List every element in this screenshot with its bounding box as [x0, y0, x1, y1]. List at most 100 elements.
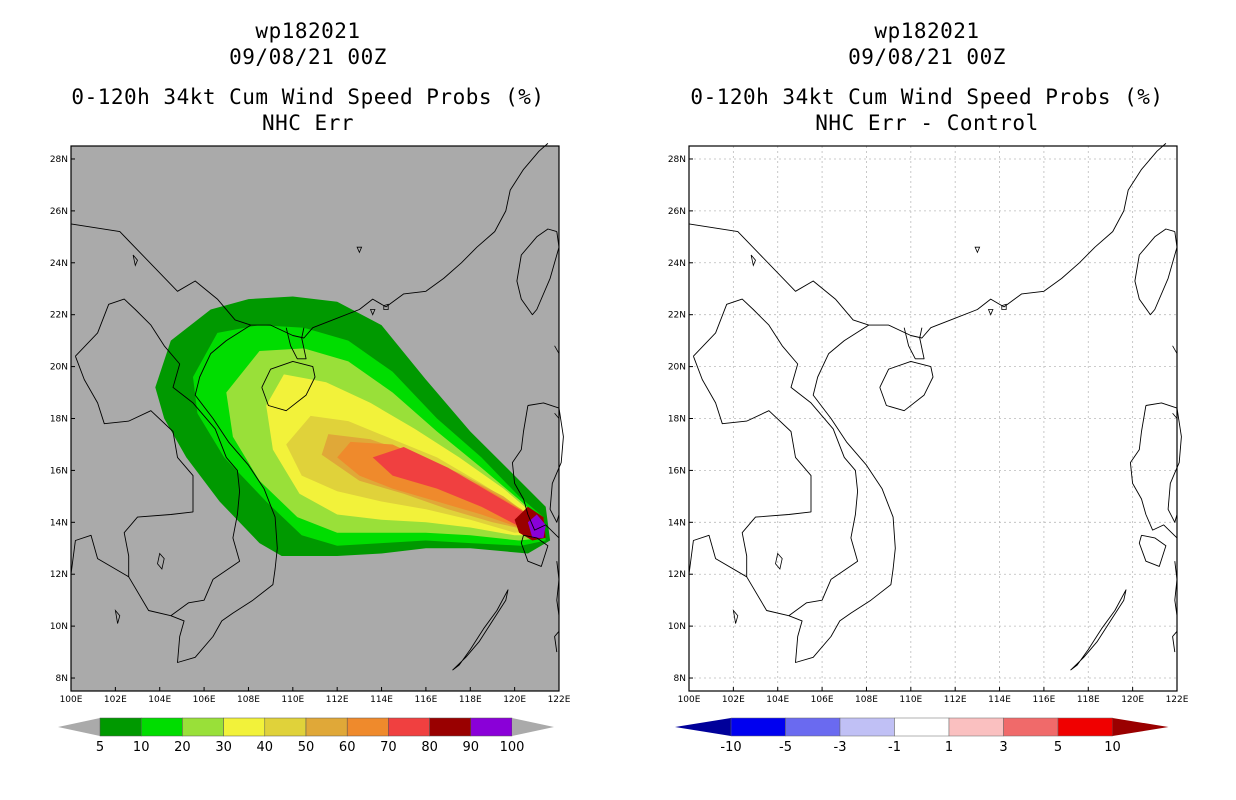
- right-x-tick-label: 114E: [988, 695, 1011, 705]
- right-leizhou-line: [903, 327, 925, 360]
- right-colorbar-label: 3: [999, 740, 1007, 755]
- left-colorbar-swatch: [388, 717, 430, 737]
- right-colorbar-swatch: [1003, 717, 1059, 737]
- left-probability-contours: [155, 296, 551, 556]
- left-colorbar-swatch: [470, 717, 513, 737]
- left-x-tick-label: 114E: [370, 695, 393, 705]
- right-colorbar: -10 -5 -3 -1 1 3 5 10: [675, 717, 1169, 755]
- left-x-tick-label: 110E: [281, 695, 304, 705]
- left-colorbar-swatch: [264, 717, 307, 737]
- left-y-tick-label: 22N: [50, 311, 68, 321]
- left-product-title: 0-120h 34kt Cum Wind Speed Probs (%): [71, 85, 545, 109]
- right-colorbar-swatch: [839, 717, 895, 737]
- left-coast-north-line: [70, 143, 549, 339]
- right-taiwan-line: [1134, 228, 1178, 316]
- left-colorbar-label: 90: [463, 740, 480, 755]
- right-colorbar-label: 1: [945, 740, 953, 755]
- left-colorbar-label: 40: [257, 740, 274, 755]
- right-island-3: [750, 254, 756, 267]
- left-x-tick-label: 108E: [237, 695, 260, 705]
- left-y-tick-label: 26N: [50, 207, 68, 217]
- left-colorbar-label: 60: [339, 740, 356, 755]
- left-hainan-line: [261, 360, 316, 412]
- right-border-laos-line: [693, 298, 859, 617]
- left-colorbar-swatch: [346, 717, 389, 737]
- right-colorbar-label: -5: [779, 740, 792, 755]
- left-x-tick-label: 118E: [459, 695, 482, 705]
- right-coast-vietnam-line: [788, 324, 896, 663]
- left-colorbar-label: 80: [421, 740, 438, 755]
- left-leizhou-line: [285, 327, 307, 360]
- left-x-tick-label: 106E: [193, 695, 216, 705]
- right-palawan-line: [1070, 589, 1127, 671]
- right-colorbar-label: -3: [834, 740, 847, 755]
- right-x-tick-label: 106E: [811, 695, 834, 705]
- right-x-tick-label: 112E: [944, 695, 967, 705]
- left-colorbar: 5 10 20 30 40 50 60 70 80 90 100: [58, 717, 554, 755]
- left-x-tick-label: 102E: [104, 695, 127, 705]
- right-y-tick-label: 16N: [668, 466, 686, 476]
- left-x-tick-label: 120E: [503, 695, 526, 705]
- left-coast-vietnam-line: [170, 324, 278, 663]
- right-colorbar-label: 5: [1054, 740, 1062, 755]
- left-colorbar-swatch: [140, 717, 183, 737]
- right-y-tick-label: 22N: [668, 311, 686, 321]
- left-colorbar-label: 30: [215, 740, 232, 755]
- left-x-tick-label: 100E: [60, 695, 83, 705]
- right-x-tick-label: 108E: [855, 695, 878, 705]
- left-axis-ticks: 100E 102E 104E 106E 108E 110E 112E 114E 116E 118E…: [50, 155, 571, 705]
- right-subtitle: NHC Err - Control: [815, 111, 1039, 135]
- left-y-tick-label: 16N: [50, 466, 68, 476]
- right-colorbar-swatch: [1057, 717, 1113, 737]
- right-colorbar-label: -10: [720, 740, 741, 755]
- right-colorbar-swatch: [785, 717, 841, 737]
- left-colorbar-swatch: [305, 717, 348, 737]
- contour-70-percent: [372, 447, 537, 528]
- left-colorbar-label: 5: [96, 740, 104, 755]
- right-product-title: 0-120h 34kt Cum Wind Speed Probs (%): [690, 85, 1164, 109]
- right-y-tick-label: 26N: [668, 207, 686, 217]
- right-x-tick-label: 102E: [722, 695, 745, 705]
- left-colorbar-swatch: [429, 717, 472, 737]
- right-y-tick-label: 8N: [674, 674, 686, 684]
- left-y-tick-label: 18N: [50, 415, 68, 425]
- right-colorbar-low-triangle: [675, 718, 731, 736]
- right-x-tick-label: 104E: [766, 695, 789, 705]
- right-x-tick-label: 120E: [1121, 695, 1144, 705]
- left-island-2: [356, 246, 363, 254]
- left-colorbar-label: 20: [174, 740, 191, 755]
- left-border-thailand-laos-line: [74, 356, 194, 577]
- right-colorbar-label: 10: [1104, 740, 1121, 755]
- right-axis-ticks: 100E 102E 104E 106E 108E 110E 112E 114E 116E 118E…: [668, 155, 1189, 705]
- right-y-tick-label: 12N: [668, 570, 686, 580]
- left-island-4: [157, 552, 165, 570]
- right-x-tick-label: 116E: [1032, 695, 1055, 705]
- right-border-thailand-laos-line: [692, 356, 812, 577]
- right-island-2: [974, 246, 981, 254]
- left-coastlines: [70, 143, 564, 671]
- left-colorbar-high-triangle: [512, 718, 554, 736]
- left-y-tick-label: 14N: [50, 518, 68, 528]
- left-island-3: [132, 254, 138, 267]
- left-taiwan-line: [516, 228, 560, 316]
- left-colorbar-swatch: [182, 717, 224, 737]
- right-y-tick-label: 14N: [668, 518, 686, 528]
- left-y-tick-label: 8N: [56, 674, 68, 684]
- right-panel-titles: wp182021 09/08/21 00Z 0-120h 34kt Cum Wi…: [680, 18, 1174, 136]
- right-x-tick-label: 110E: [899, 695, 922, 705]
- left-map-panel: 100E 102E 104E 106E 108E 110E 112E 114E 116E 118E…: [50, 143, 571, 705]
- right-y-tick-label: 24N: [668, 259, 686, 269]
- right-map-background: [689, 146, 1177, 691]
- left-x-tick-label: 122E: [548, 695, 571, 705]
- left-panel-titles: wp182021 09/08/21 00Z 0-120h 34kt Cum Wi…: [62, 18, 554, 136]
- left-colorbar-swatch: [99, 717, 142, 737]
- right-x-tick-label: 118E: [1077, 695, 1100, 705]
- left-colorbar-low-triangle: [58, 718, 100, 736]
- left-colorbar-label: 70: [380, 740, 397, 755]
- left-colorbar-label: 10: [133, 740, 150, 755]
- right-island-0: [1001, 303, 1007, 310]
- left-palawan-line: [452, 589, 509, 671]
- right-coast-north-line: [688, 143, 1167, 339]
- left-island-0: [383, 303, 389, 310]
- right-island-5: [732, 609, 739, 624]
